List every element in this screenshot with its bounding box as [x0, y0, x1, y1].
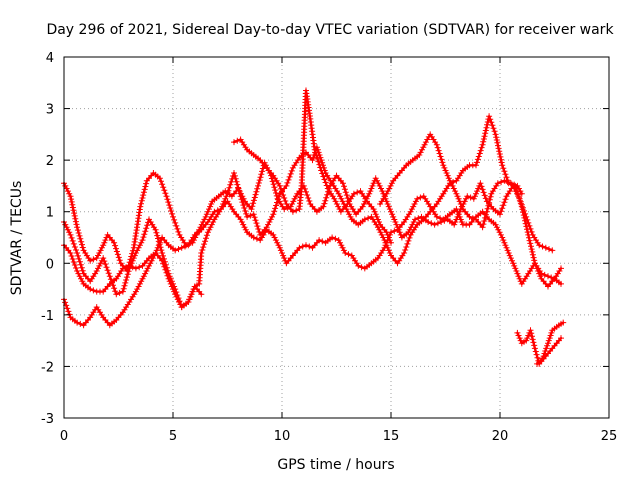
x-tick-label: 0: [60, 429, 68, 444]
series-arc-6: [377, 131, 525, 231]
series-arc-1: [61, 159, 556, 274]
series-arc-4: [61, 193, 564, 329]
x-tick-label: 10: [274, 429, 291, 444]
y-tick-label: -1: [41, 309, 54, 324]
x-tick-label: 20: [492, 429, 509, 444]
axis-ticks: 0 5 10 15 20 25 -3 -2 -1 0 1 2 3 4: [41, 51, 617, 444]
series-line: [62, 161, 554, 273]
x-tick-label: 25: [601, 429, 618, 444]
y-tick-label: 1: [46, 206, 54, 221]
y-axis-label: SDTVAR / TECUs: [9, 181, 25, 296]
series-markers: [231, 87, 394, 246]
plot-frame: [63, 56, 610, 419]
y-tick-label: -3: [41, 412, 54, 427]
x-axis-label: GPS time / hours: [277, 457, 394, 473]
y-tick-label: 2: [46, 154, 54, 169]
series-layer: [61, 87, 567, 367]
grid: [64, 57, 609, 418]
series-arc-8: [534, 335, 564, 367]
series-arc-5: [231, 87, 394, 246]
y-tick-label: -2: [41, 360, 54, 375]
series-markers: [61, 193, 564, 329]
series-markers: [534, 335, 564, 367]
y-tick-label: 4: [46, 51, 54, 66]
y-tick-label: 3: [46, 103, 54, 118]
x-tick-label: 15: [383, 429, 400, 444]
chart-title: Day 296 of 2021, Sidereal Day-to-day VTE…: [46, 22, 614, 38]
x-tick-label: 5: [169, 429, 177, 444]
y-tick-label: 0: [46, 257, 54, 272]
series-markers: [377, 131, 525, 231]
